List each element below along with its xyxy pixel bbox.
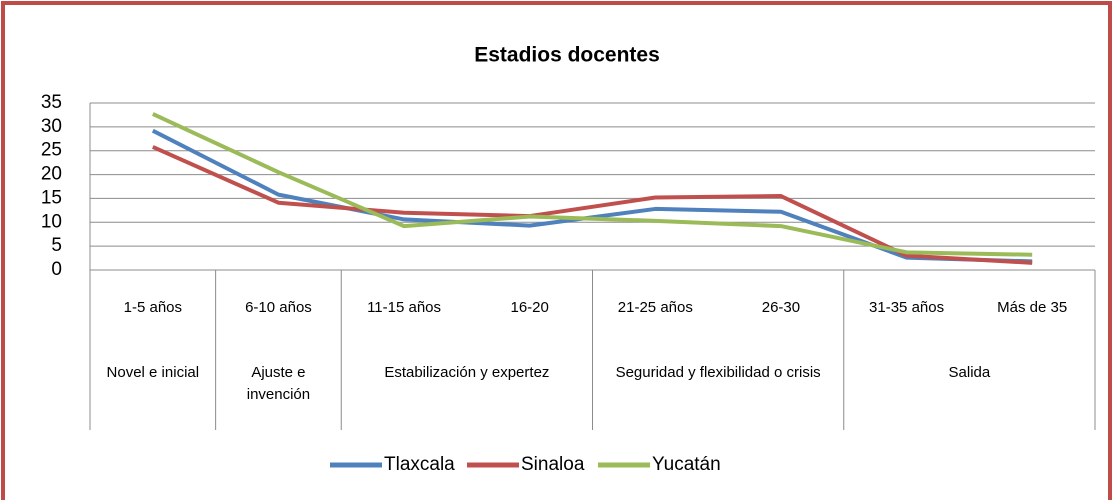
- x-tick-label: 26-30: [762, 299, 800, 316]
- group-label: Novel e inicial: [90, 362, 216, 384]
- y-tick-label: 15: [41, 187, 62, 208]
- y-tick-label: 0: [51, 259, 62, 280]
- group-label: Salida: [844, 362, 1095, 384]
- series-line: [151, 112, 1033, 257]
- group-text: Ajuste e invención: [246, 364, 311, 403]
- group-text: Salida: [948, 364, 991, 381]
- x-tick-label: 1-5 años: [124, 299, 182, 316]
- legend-label: Yucatán: [652, 454, 721, 475]
- legend-label: Tlaxcala: [384, 454, 455, 475]
- y-tick-label: 20: [41, 164, 62, 185]
- group-text: Seguridad y flexibilidad o crisis: [615, 364, 821, 381]
- x-tick-label: Más de 35: [997, 299, 1067, 316]
- series-line: [152, 145, 1033, 265]
- y-tick-label: 25: [41, 140, 62, 161]
- x-tick-label: 31-35 años: [869, 299, 944, 316]
- group-label: Ajuste e invención: [216, 362, 342, 406]
- y-tick-label: 5: [51, 235, 62, 256]
- y-tick-label: 35: [41, 92, 62, 113]
- y-tick-label: 30: [41, 116, 62, 137]
- x-tick-label: 21-25 años: [618, 299, 693, 316]
- chart-title: Estadios docentes: [474, 44, 660, 67]
- group-label: Seguridad y flexibilidad o crisis: [593, 362, 844, 384]
- group-text: Estabilización y expertez: [384, 364, 550, 381]
- x-tick-label: 16-20: [511, 299, 549, 316]
- legend-label: Sinaloa: [521, 454, 585, 475]
- x-tick-label: 11-15 años: [367, 299, 441, 316]
- group-text: Novel e inicial: [106, 364, 200, 381]
- x-tick-label: 6-10 años: [245, 299, 312, 316]
- group-label: Estabilización y expertez: [341, 362, 592, 384]
- y-tick-label: 10: [41, 211, 62, 232]
